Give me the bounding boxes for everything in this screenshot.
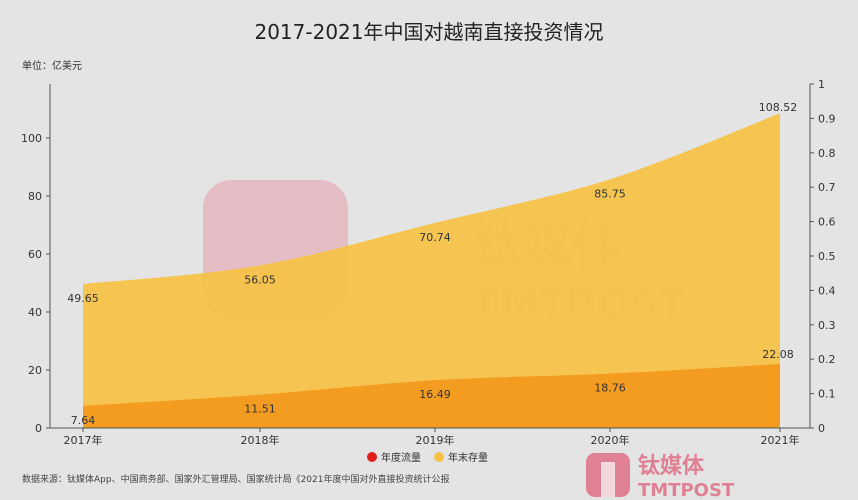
watermark-corner-logo-mark [601,462,615,497]
y-tick-label: 80 [28,190,42,203]
data-label: 108.52 [759,101,798,114]
y-right-tick-label: 0.2 [818,353,836,366]
y-right-tick-label: 1 [818,78,825,91]
y-tick-label: 100 [21,132,42,145]
x-tick-label: 2019年 [416,433,455,447]
watermark-corner: 钛媒体 TMTPOST [586,453,735,500]
y-tick-label: 40 [28,306,42,319]
data-label: 11.51 [244,403,276,416]
y-right-tick-label: 0.8 [818,147,836,160]
data-label: 85.75 [594,187,626,200]
x-tick-label: 2017年 [64,433,103,447]
area-stock [83,113,780,429]
y-tick-label: 20 [28,364,42,377]
source-note: 数据来源：钛媒体App、中国商务部、国家外汇管理局、国家统计局《2021年度中国… [22,473,450,485]
y-right-tick-label: 0.9 [818,112,836,125]
data-label: 16.49 [419,388,451,401]
x-tick-label: 2020年 [591,433,630,447]
y-right-tick-label: 0.1 [818,388,836,401]
data-label: 49.65 [67,292,99,305]
chart-title: 2017-2021年中国对越南直接投资情况 [254,20,603,44]
y-right-tick-label: 0.3 [818,319,836,332]
data-label: 70.74 [419,231,451,244]
x-tick-label: 2018年 [241,433,280,447]
data-label: 22.08 [762,348,794,361]
y-tick-label: 60 [28,248,42,261]
legend-marker [367,452,377,462]
data-label: 18.76 [594,382,626,395]
legend-label: 年末存量 [448,451,488,464]
area-flow [83,363,780,428]
y-right-tick-label: 0.5 [818,250,836,263]
watermark-corner-text-en: TMTPOST [638,480,735,500]
legend-label: 年度流量 [381,451,421,464]
data-label: 7.64 [71,414,96,427]
y-right-tick-label: 0.6 [818,216,836,229]
y-right-tick-label: 0.4 [818,284,836,297]
watermark-corner-text-cn: 钛媒体 [638,453,705,479]
unit-label: 单位：亿美元 [22,59,82,72]
x-tick-label: 2021年 [761,433,800,447]
y-right-tick-label: 0 [818,422,825,435]
data-label: 56.05 [244,273,276,286]
y-right-tick-label: 0.7 [818,181,836,194]
y-tick-label: 0 [35,422,42,435]
legend-marker [434,452,444,462]
